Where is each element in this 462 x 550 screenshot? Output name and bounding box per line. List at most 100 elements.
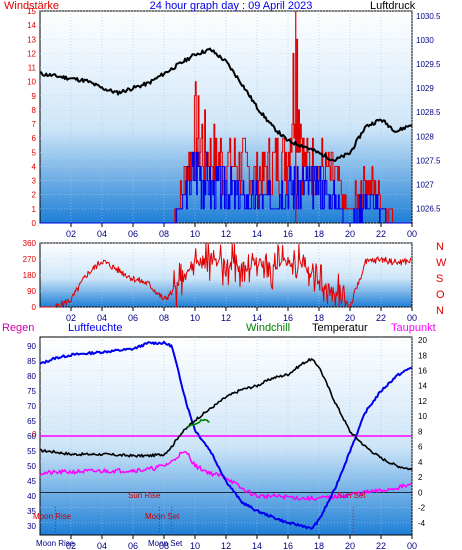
temperature-tick-label: 20	[418, 336, 427, 345]
windchill-line	[187, 418, 210, 428]
moon-rise-bottom-label: Moon Rise	[36, 539, 75, 548]
x-tick-label: 06	[128, 229, 138, 239]
compass-label-n-bottom: N	[436, 305, 444, 317]
humidity-tick-label: 50	[27, 462, 36, 471]
sun-set-label: Sun Set	[337, 491, 366, 500]
x-tick-label: 04	[97, 313, 107, 323]
x-tick-label: 18	[314, 541, 324, 550]
x-tick-label: 10	[190, 229, 200, 239]
x-tick-label: 00	[407, 229, 417, 239]
humidity-tick-label: 40	[27, 492, 36, 501]
wind-tick-label: 5	[32, 148, 37, 157]
compass-label-n-top: N	[436, 241, 444, 253]
temperature-label: Temperatur	[312, 322, 368, 334]
x-tick-label: 18	[314, 229, 324, 239]
wind-direction-tick-label: 0	[32, 303, 37, 312]
wind-tick-label: 12	[27, 49, 36, 58]
pressure-tick-label: 1027	[416, 180, 434, 189]
wind-pressure-x-ticks: 02 04 06 08 10 12 14 16 18 20 22 00	[66, 223, 417, 239]
humidity-tick-label: 70	[27, 402, 36, 411]
x-tick-label: 22	[376, 541, 386, 550]
wind-tick-label: 0	[32, 219, 37, 228]
humidity-tick-label: 85	[27, 357, 36, 366]
wind-tick-label: 10	[27, 78, 36, 87]
compass-label-o: O	[436, 289, 445, 301]
x-tick-label: 22	[376, 229, 386, 239]
wind-direction-series	[40, 242, 412, 308]
x-tick-label: 08	[159, 229, 169, 239]
dewpoint-label: Taupunkt	[391, 322, 436, 334]
wind-tick-label: 3	[32, 177, 37, 186]
x-tick-label: 22	[376, 313, 386, 323]
moon-set-bottom-label: Moon Set	[148, 539, 183, 548]
x-tick-label: 10	[190, 541, 200, 550]
compass-label-w: W	[436, 257, 447, 269]
pressure-axis-title: Luftdruck	[370, 0, 416, 12]
wind-tick-label: 14	[27, 21, 36, 30]
humidity-tick-label: 65	[27, 417, 36, 426]
temperature-tick-label: -4	[418, 519, 426, 528]
x-tick-label: 02	[66, 313, 76, 323]
humidity-label: Luftfeuchte	[68, 322, 122, 334]
x-tick-label: 16	[283, 229, 293, 239]
humidity-tick-label: 45	[27, 477, 36, 486]
x-tick-label: 12	[221, 229, 231, 239]
x-tick-label: 06	[128, 541, 138, 550]
humidity-line	[39, 340, 413, 530]
x-tick-label: 08	[159, 313, 169, 323]
x-tick-label: 04	[97, 541, 107, 550]
moon-rise-label: Moon Rise	[33, 512, 72, 521]
wind-tick-label: 6	[32, 134, 37, 143]
temperature-tick-label: 4	[418, 458, 423, 467]
wind-tick-label: 4	[32, 162, 37, 171]
wind-tick-label: 9	[32, 92, 37, 101]
pressure-axis-ticks: 1026.5 1027 1027.5 1028 1028.5 1029 1029.5 1030…	[416, 12, 441, 214]
temperature-humidity-series	[39, 340, 413, 530]
wind-tick-label: 7	[32, 120, 37, 129]
x-tick-label: 20	[345, 229, 355, 239]
x-tick-label: 02	[66, 229, 76, 239]
pressure-line	[39, 47, 413, 162]
pressure-tick-label: 1030	[416, 36, 434, 45]
x-tick-label: 06	[128, 313, 138, 323]
wind-direction-line	[40, 242, 412, 308]
humidity-tick-label: 90	[27, 342, 36, 351]
rain-label: Regen	[2, 322, 34, 334]
temperature-line	[39, 358, 413, 471]
sun-rise-label: Sun Rise	[128, 491, 161, 500]
humidity-tick-label: 35	[27, 507, 36, 516]
pressure-tick-label: 1029.5	[416, 60, 441, 69]
x-tick-label: 08	[159, 541, 169, 550]
moon-set-label: Moon Set	[145, 512, 180, 521]
x-tick-label: 16	[283, 313, 293, 323]
wind-direction-panel: 0 90 180 270 360 02 04 06 08 10 12 14 16 18 20 22 00	[23, 239, 417, 323]
x-tick-label: 14	[252, 229, 262, 239]
wind-tick-label: 2	[32, 191, 37, 200]
temperature-tick-label: 16	[418, 367, 427, 376]
x-tick-label: 20	[345, 541, 355, 550]
temperature-tick-label: 10	[418, 412, 427, 421]
wind-direction-axis-ticks: 0 90 180 270 360	[23, 239, 37, 312]
wind-tick-label: 15	[27, 7, 36, 16]
pressure-tick-label: 1028	[416, 132, 434, 141]
x-tick-label: 20	[345, 313, 355, 323]
chart-title: 24 hour graph day : 09 April 2023	[150, 0, 313, 12]
x-tick-label: 00	[407, 313, 417, 323]
wind-direction-tick-label: 270	[23, 255, 37, 264]
windchill-label: Windchill	[246, 322, 290, 334]
dewpoint-line	[39, 450, 413, 502]
x-tick-label: 12	[221, 313, 231, 323]
temperature-tick-label: 14	[418, 382, 427, 391]
wind-direction-tick-label: 360	[23, 239, 37, 248]
temperature-tick-label: 0	[418, 488, 423, 497]
zero-marker-label: 0	[32, 430, 37, 439]
wind-average-line	[40, 151, 412, 224]
x-tick-label: 18	[314, 313, 324, 323]
pressure-tick-label: 1027.5	[416, 156, 441, 165]
wind-tick-label: 1	[32, 205, 37, 214]
x-tick-label: 14	[252, 313, 262, 323]
